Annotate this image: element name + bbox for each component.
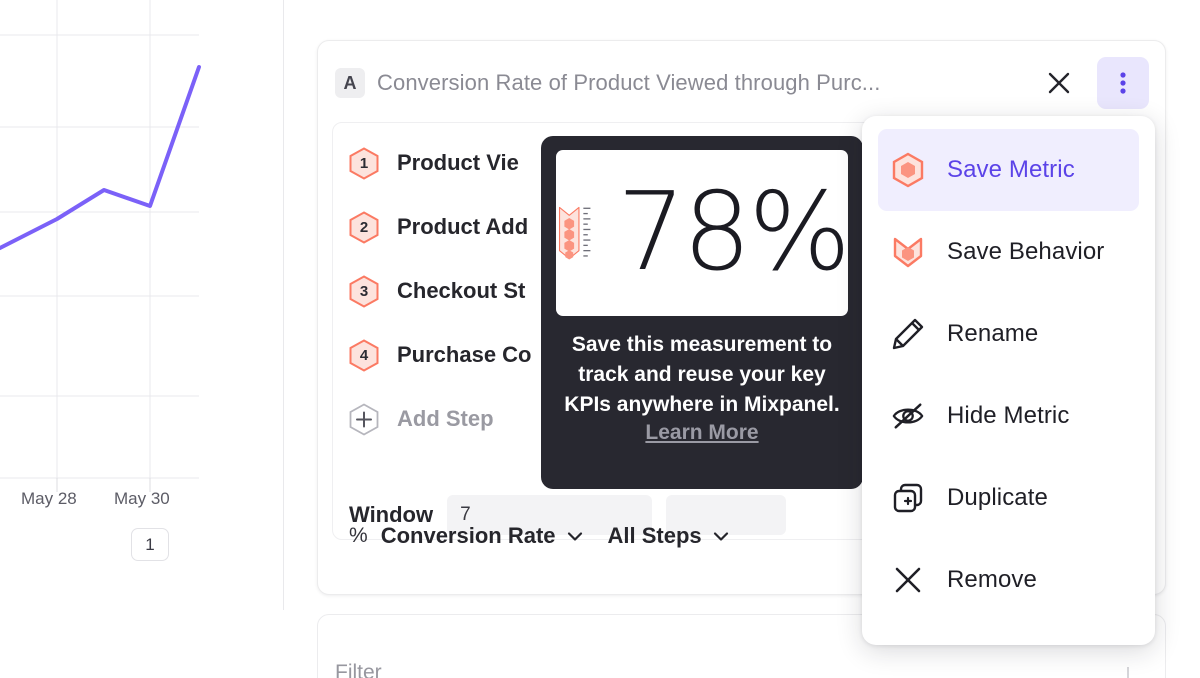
step-number-hexagon-icon: 4 bbox=[349, 338, 379, 372]
filter-divider bbox=[1127, 667, 1129, 678]
metric-letter-badge: A bbox=[335, 68, 365, 98]
plus-hexagon-icon bbox=[349, 402, 379, 436]
chevron-down-icon bbox=[567, 532, 582, 541]
chart-panel: May 28 May 30 1 bbox=[0, 0, 284, 610]
add-step-label: Add Step bbox=[397, 406, 494, 431]
close-button[interactable] bbox=[1033, 57, 1085, 109]
metric-card-header: A Conversion Rate of Product Viewed thro… bbox=[318, 41, 1165, 125]
more-options-button[interactable] bbox=[1097, 57, 1149, 109]
x-axis-tick-label-2: May 30 bbox=[114, 489, 170, 508]
window-label: Window bbox=[349, 502, 434, 527]
shield-behavior-icon bbox=[891, 235, 925, 269]
tooltip-illustration: 78% bbox=[556, 150, 851, 316]
hexagon-metric-icon bbox=[891, 152, 925, 188]
save-metric-tooltip: 78% Save this measurement to track and r… bbox=[541, 136, 863, 489]
step-event-label: Checkout St bbox=[397, 278, 526, 303]
page-title: Conversion Rate of Product Viewed throug… bbox=[377, 70, 881, 95]
chevron-down-icon bbox=[713, 532, 728, 541]
measure-controls: % Conversion Rate All Steps bbox=[349, 511, 731, 561]
kebab-menu-icon bbox=[1120, 72, 1126, 94]
x-axis-tick-label-1: May 28 bbox=[21, 489, 77, 508]
close-icon bbox=[1048, 72, 1070, 94]
tooltip-body-text: Save this measurement to track and reuse… bbox=[564, 333, 840, 416]
step-event-label: Product Add bbox=[397, 214, 529, 239]
measure-type-dropdown[interactable]: Conversion Rate bbox=[381, 523, 585, 549]
menu-item-label: Save Behavior bbox=[947, 238, 1105, 265]
window-unit-select[interactable] bbox=[666, 495, 787, 535]
funnel-step-row[interactable]: 1 Product Vie bbox=[349, 139, 519, 187]
step-scope-dropdown[interactable]: All Steps bbox=[608, 523, 731, 549]
eye-off-icon bbox=[891, 399, 925, 433]
menu-item-remove[interactable]: Remove bbox=[878, 539, 1139, 621]
menu-item-hide-metric[interactable]: Hide Metric bbox=[878, 375, 1139, 457]
step-number-label: 4 bbox=[359, 346, 369, 364]
menu-item-label: Save Metric bbox=[947, 156, 1075, 183]
menu-item-rename[interactable]: Rename bbox=[878, 293, 1139, 375]
menu-item-label: Rename bbox=[947, 320, 1039, 347]
funnel-step-row[interactable]: 4 Purchase Co bbox=[349, 331, 532, 379]
menu-item-label: Remove bbox=[947, 566, 1037, 593]
menu-item-duplicate[interactable]: Duplicate bbox=[878, 457, 1139, 539]
step-event-label: Purchase Co bbox=[397, 342, 532, 367]
add-step-button[interactable]: Add Step bbox=[349, 395, 494, 443]
close-x-icon bbox=[891, 563, 925, 597]
conversion-window-row: Window bbox=[349, 495, 787, 535]
menu-item-label: Duplicate bbox=[947, 484, 1048, 511]
menu-item-label: Hide Metric bbox=[947, 402, 1070, 429]
filter-label: Filter bbox=[335, 661, 382, 678]
step-scope-label: All Steps bbox=[607, 523, 702, 548]
funnel-gauge-icon bbox=[558, 206, 591, 260]
funnel-step-row[interactable]: 2 Product Add bbox=[349, 203, 528, 251]
menu-item-save-metric[interactable]: Save Metric bbox=[878, 129, 1139, 211]
step-number-hexagon-icon: 1 bbox=[349, 146, 379, 180]
duplicate-icon bbox=[891, 481, 925, 515]
step-event-label: Product Vie bbox=[397, 150, 519, 175]
measure-type-label: Conversion Rate bbox=[380, 523, 556, 548]
line-chart bbox=[0, 0, 201, 492]
learn-more-link[interactable]: Learn More bbox=[645, 421, 759, 444]
step-number-hexagon-icon: 3 bbox=[349, 274, 379, 308]
step-number-label: 2 bbox=[359, 218, 369, 236]
window-value-input[interactable] bbox=[447, 495, 653, 535]
menu-item-save-behavior[interactable]: Save Behavior bbox=[878, 211, 1139, 293]
series-legend-badge[interactable]: 1 bbox=[131, 528, 169, 561]
tooltip-illustration-value: 78% bbox=[616, 170, 851, 295]
step-number-label: 3 bbox=[359, 282, 369, 300]
percent-icon: % bbox=[349, 524, 368, 547]
pencil-icon bbox=[891, 317, 925, 351]
step-number-label: 1 bbox=[359, 154, 369, 172]
metric-options-menu: Save Metric Save Behavior Rename bbox=[862, 116, 1155, 645]
step-number-hexagon-icon: 2 bbox=[349, 210, 379, 244]
funnel-step-row[interactable]: 3 Checkout St bbox=[349, 267, 525, 315]
